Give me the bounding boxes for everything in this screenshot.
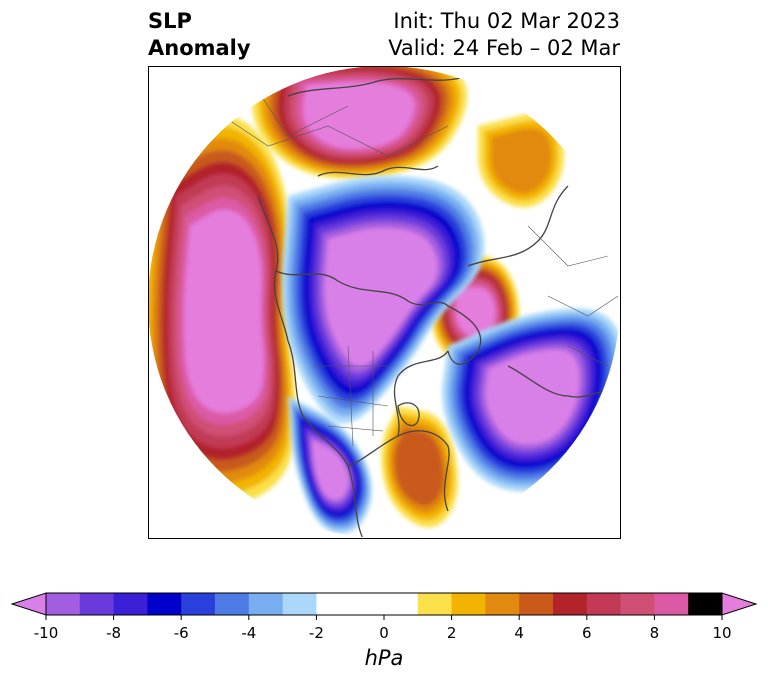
contour-band [394, 428, 444, 506]
valid-range: Valid: 24 Feb – 02 Mar [388, 36, 620, 60]
contour-band [485, 349, 580, 445]
north-atlantic-high-anomaly [478, 113, 564, 208]
colorbar-tick-label: -6 [174, 624, 189, 642]
colorbar-bin [688, 593, 723, 615]
contour-band [311, 439, 349, 500]
coastlines [257, 75, 620, 538]
colorbar-over-arrow [721, 592, 758, 616]
colorbar-tick-label: -4 [241, 624, 256, 642]
colorbar-tick-label: 0 [379, 624, 389, 642]
siberian-high-anomaly [252, 66, 467, 179]
colorbar-tick-label: 10 [712, 624, 731, 642]
colorbar-bin [181, 593, 216, 615]
colorbar: -10 -8 -6 -4 -2 0 2 4 6 8 10 [10, 592, 758, 642]
colorbar-tick-label: 4 [514, 624, 524, 642]
colorbar-tick-label: -10 [34, 624, 59, 642]
east-us-high-anomaly [381, 406, 458, 528]
colorbar-tick-label: -2 [309, 624, 324, 642]
map-frame [148, 66, 621, 539]
colorbar-tick-label: -8 [106, 624, 121, 642]
contour-band [302, 81, 415, 150]
contour-band [324, 227, 438, 367]
colorbar-bin [113, 593, 148, 615]
colorbar-bin [350, 593, 419, 615]
colorbar-bin [519, 593, 554, 615]
colorbar-ticks: -10 -8 -6 -4 -2 0 2 4 6 8 10 [34, 615, 732, 642]
colorbar-unit: hPa [364, 646, 404, 670]
colorbar-bin [586, 593, 622, 615]
pacific-high-anomaly [148, 114, 296, 507]
colorbar-bin [553, 593, 588, 615]
colorbar-bin [79, 593, 115, 615]
colorbar-bin [620, 593, 655, 615]
colorbar-bin [215, 593, 250, 615]
colorbar-bin [451, 593, 486, 615]
arctic-low-anomaly [281, 175, 485, 424]
colorbar-tick-label: 6 [582, 624, 592, 642]
colorbar-bin [46, 593, 81, 615]
colorbar-under-arrow [10, 592, 47, 616]
political-borders [207, 75, 619, 447]
colorbar-bin [316, 593, 351, 615]
colorbar-tick-label: 2 [447, 624, 457, 642]
colorbar-bins [10, 592, 758, 616]
colorbar-bin [282, 593, 317, 615]
contour-band [491, 128, 552, 194]
colorbar-tick-label: 8 [650, 624, 660, 642]
colorbar-bin [654, 593, 689, 615]
colorbar-bin [147, 593, 182, 615]
western-us-low-anomaly [288, 396, 372, 534]
date-info: Init: Thu 02 Mar 2023 Valid: 24 Feb – 02… [388, 8, 620, 62]
colorbar-bin [248, 593, 284, 615]
colorbar-bin [417, 593, 453, 615]
anomaly-contours [148, 66, 620, 534]
slp-anomaly-map [148, 66, 621, 539]
contour-band [456, 287, 496, 337]
contour-band [183, 209, 265, 414]
colorbar-bin [485, 593, 520, 615]
chart-title: SLP Anomaly [148, 9, 251, 60]
init-date: Init: Thu 02 Mar 2023 [393, 9, 620, 33]
